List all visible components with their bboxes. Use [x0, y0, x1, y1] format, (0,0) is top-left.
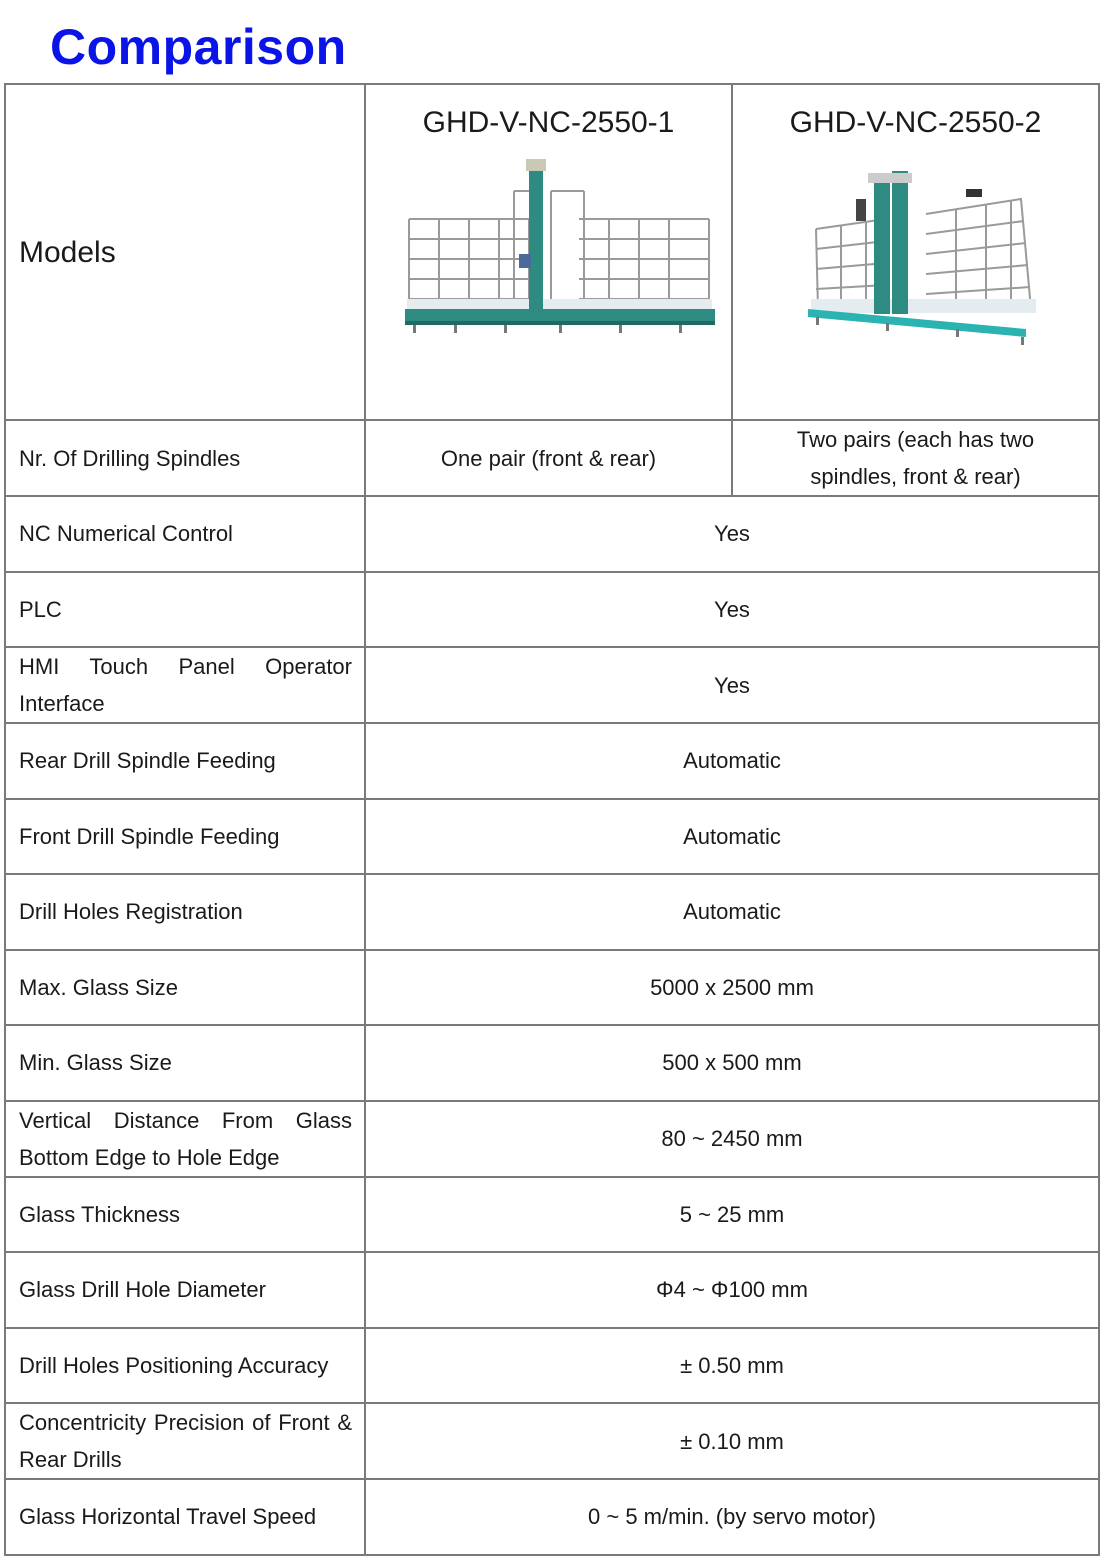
- table-row: Front Drill Spindle Feeding Automatic: [4, 797, 1100, 875]
- row-value: 5000 x 2500 mm: [364, 948, 1100, 1026]
- row-label: Vertical Distance From Glass Bottom Edge…: [4, 1099, 366, 1178]
- model-name: GHD-V-NC-2550-1: [422, 106, 675, 139]
- row-value: Automatic: [364, 722, 1100, 800]
- page-title: Comparison: [50, 19, 347, 75]
- table-row: PLC Yes: [4, 570, 1100, 648]
- model-column-2: GHD-V-NC-2550-2: [731, 83, 1100, 421]
- table-row: Nr. Of Drilling Spindles One pair (front …: [4, 419, 1100, 497]
- table-row: Drill Holes Registration Automatic: [4, 873, 1100, 951]
- row-value: 80 ~ 2450 mm: [364, 1099, 1100, 1178]
- row-value: 0 ~ 5 m/min. (by servo motor): [364, 1478, 1100, 1556]
- row-value: Yes: [364, 646, 1100, 724]
- row-label: Drill Holes Positioning Accuracy: [4, 1326, 366, 1404]
- row-value: ± 0.10 mm: [364, 1402, 1100, 1480]
- row-label: Glass Horizontal Travel Speed: [4, 1478, 366, 1556]
- row-label: Glass Drill Hole Diameter: [4, 1251, 366, 1329]
- row-value: Yes: [364, 495, 1100, 573]
- row-label: HMI Touch Panel Operator Interface: [4, 646, 366, 724]
- row-value: 500 x 500 mm: [364, 1024, 1100, 1102]
- model-column-1: GHD-V-NC-2550-1: [364, 83, 733, 421]
- row-value: Automatic: [364, 797, 1100, 875]
- table-row: Vertical Distance From Glass Bottom Edge…: [4, 1099, 1100, 1178]
- table-row: NC Numerical Control Yes: [4, 495, 1100, 573]
- row-label: Front Drill Spindle Feeding: [4, 797, 366, 875]
- row-label: Min. Glass Size: [4, 1024, 366, 1102]
- row-label: Rear Drill Spindle Feeding: [4, 722, 366, 800]
- table-row: HMI Touch Panel Operator Interface Yes: [4, 646, 1100, 724]
- model-name: GHD-V-NC-2550-2: [789, 106, 1042, 139]
- row-label: Concentricity Precision of Front & Rear …: [4, 1402, 366, 1480]
- row-value: Automatic: [364, 873, 1100, 951]
- table-row: Drill Holes Positioning Accuracy ± 0.50 m…: [4, 1326, 1100, 1404]
- table-row: Rear Drill Spindle Feeding Automatic: [4, 722, 1100, 800]
- machine-image-1: [404, 159, 715, 333]
- table-row: Min. Glass Size 500 x 500 mm: [4, 1024, 1100, 1102]
- row-label: Nr. Of Drilling Spindles: [4, 419, 366, 497]
- row-label: Glass Thickness: [4, 1175, 366, 1253]
- row-label: Max. Glass Size: [4, 948, 366, 1026]
- models-label: Models: [4, 83, 366, 421]
- row-value: Yes: [364, 570, 1100, 648]
- table-row: Glass Horizontal Travel Speed 0 ~ 5 m/min…: [4, 1478, 1100, 1556]
- row-value: ± 0.50 mm: [364, 1326, 1100, 1404]
- models-header-row: Models GHD-V-NC-2550-1: [4, 83, 1100, 421]
- row-label: Drill Holes Registration: [4, 873, 366, 951]
- row-value-model-2: Two pairs (each has two spindles, front …: [731, 419, 1100, 497]
- table-row: Concentricity Precision of Front & Rear …: [4, 1402, 1100, 1480]
- row-value: 5 ~ 25 mm: [364, 1175, 1100, 1253]
- row-label: NC Numerical Control: [4, 495, 366, 573]
- row-label: PLC: [4, 570, 366, 648]
- row-value-model-1: One pair (front & rear): [364, 419, 733, 497]
- table-row: Glass Thickness 5 ~ 25 mm: [4, 1175, 1100, 1253]
- row-value: Φ4 ~ Φ100 mm: [364, 1251, 1100, 1329]
- machine-image-2: [807, 171, 1036, 345]
- table-row: Max. Glass Size 5000 x 2500 mm: [4, 948, 1100, 1026]
- comparison-table: Models GHD-V-NC-2550-1: [4, 83, 1100, 1556]
- table-row: Glass Drill Hole Diameter Φ4 ~ Φ100 mm: [4, 1251, 1100, 1329]
